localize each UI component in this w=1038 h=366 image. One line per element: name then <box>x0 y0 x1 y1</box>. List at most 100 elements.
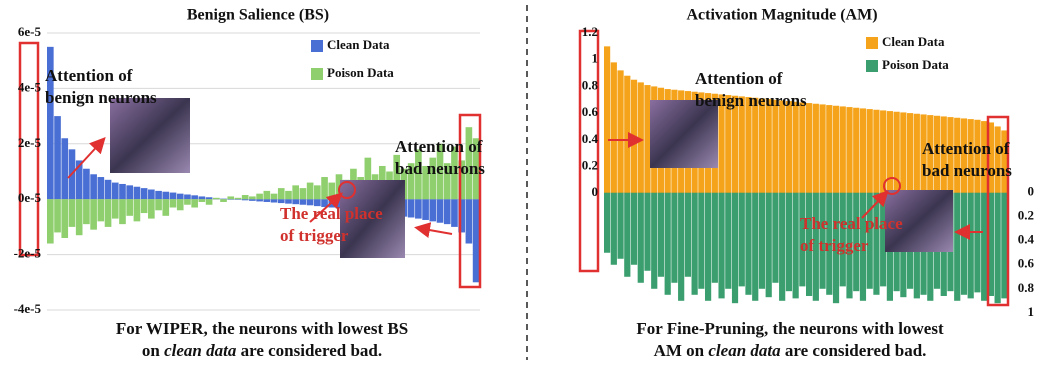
bar <box>133 186 141 200</box>
legend-label: Clean Data <box>327 37 390 52</box>
bar <box>839 106 846 194</box>
bar <box>119 199 126 225</box>
bar <box>472 138 480 200</box>
bar <box>436 199 444 223</box>
y-tick-label: 1 <box>592 51 599 66</box>
caption: For WIPER, the neurons with lowest BS <box>116 319 408 338</box>
legend-swatch <box>866 60 878 72</box>
bar <box>758 192 766 289</box>
bar <box>415 199 422 219</box>
legend-swatch <box>311 68 323 80</box>
bar <box>960 192 968 295</box>
bar <box>866 109 873 194</box>
bar <box>184 194 191 200</box>
highlight-box <box>458 113 482 289</box>
caption-part: are considered bad. <box>236 341 382 360</box>
caption-part: on <box>142 341 164 360</box>
bar <box>718 94 725 194</box>
bar <box>241 199 249 201</box>
bar <box>960 118 968 194</box>
bar <box>826 105 833 194</box>
trigger-marker <box>338 181 356 199</box>
bar <box>184 199 191 205</box>
bar <box>846 192 853 299</box>
y-tick-label: 1.2 <box>582 24 598 39</box>
bar <box>104 199 112 227</box>
bar <box>954 117 961 194</box>
y-tick-label: 0e-5 <box>18 190 42 205</box>
bar <box>321 199 328 207</box>
bar <box>981 121 988 194</box>
bar <box>637 192 644 283</box>
bar <box>133 199 141 222</box>
bar <box>422 199 429 220</box>
bar <box>772 192 779 283</box>
bar <box>176 193 184 200</box>
bar <box>436 143 444 200</box>
bar <box>792 192 799 299</box>
bar <box>880 192 887 287</box>
bar <box>886 111 893 194</box>
bar <box>205 197 213 200</box>
bar <box>624 75 631 194</box>
bar <box>429 157 437 200</box>
bar <box>443 199 451 225</box>
bar <box>458 160 465 200</box>
legend-label: Clean Data <box>882 34 945 49</box>
bar <box>933 115 941 194</box>
bar <box>698 192 705 289</box>
bar <box>227 196 235 200</box>
bar <box>846 107 853 194</box>
bar <box>630 79 638 194</box>
bar <box>407 163 415 200</box>
bar <box>785 101 792 194</box>
heatmap <box>110 98 190 173</box>
bar <box>220 198 227 200</box>
heatmap <box>650 100 718 168</box>
annotation: benign neurons <box>45 88 157 107</box>
bar <box>306 199 314 206</box>
bar <box>900 112 907 194</box>
bar <box>328 182 336 200</box>
y2-tick-label: 0.6 <box>1018 256 1035 271</box>
bar <box>920 114 927 194</box>
bar <box>54 116 61 200</box>
bar <box>68 199 76 227</box>
y-tick-label: 0 <box>592 184 599 199</box>
bar <box>227 199 235 200</box>
y2-tick-label: 0.4 <box>1018 232 1035 247</box>
bar <box>806 192 813 296</box>
highlight-box <box>578 29 600 273</box>
highlight-box <box>986 115 1010 307</box>
bar <box>47 46 54 200</box>
bar <box>285 190 292 200</box>
bar <box>155 199 162 211</box>
bar <box>299 188 307 200</box>
bar <box>83 199 90 225</box>
legend-label: Poison Data <box>882 57 949 72</box>
bar <box>785 192 792 292</box>
y2-tick-label: 1 <box>1028 304 1035 319</box>
arrow <box>414 222 453 238</box>
bar <box>212 197 220 200</box>
bar <box>314 199 321 207</box>
annotation: Attention of <box>922 139 1010 158</box>
annotation: Attention of <box>695 69 783 88</box>
y-tick-label: -4e-5 <box>14 301 42 316</box>
bar <box>678 192 685 301</box>
bar <box>97 177 105 200</box>
bar <box>249 196 256 200</box>
bar <box>472 199 480 283</box>
bar <box>812 192 819 301</box>
bar <box>90 199 97 230</box>
bar <box>893 111 900 194</box>
bar <box>839 192 846 287</box>
bar <box>745 97 752 194</box>
bar <box>630 192 638 265</box>
annotation: The real place <box>280 204 383 223</box>
annotation: bad neurons <box>922 161 1012 180</box>
y-tick-label: -2e-5 <box>14 246 42 261</box>
labels: Benign Salience (BS) 6e-5 4e-5 2e-5 0e-5 -2e-… <box>14 7 1035 360</box>
caption-part: AM on <box>654 341 709 360</box>
